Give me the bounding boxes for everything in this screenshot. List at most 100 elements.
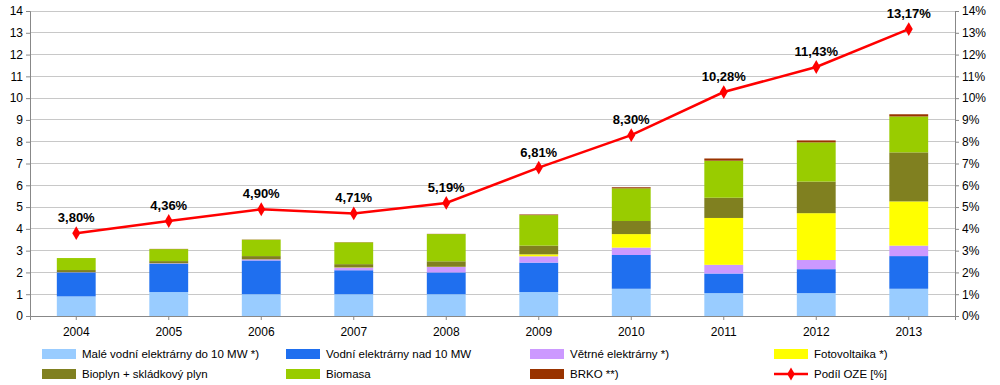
legend-label: Fotovoltaika *) (814, 348, 888, 360)
marker (165, 214, 173, 228)
data-label: 8,30% (613, 112, 650, 127)
bar (612, 248, 651, 255)
tick: 4 (16, 222, 30, 236)
tick: 8 (16, 135, 30, 149)
legend-label: Vodní elektrárny nad 10 MW (326, 348, 471, 360)
tick: 2004 (63, 316, 90, 339)
grid-line (30, 141, 955, 142)
tick-mark (955, 164, 959, 165)
tick-mark (955, 251, 959, 252)
tick: 10% (955, 91, 986, 105)
bar (427, 234, 466, 261)
grid-line (30, 11, 955, 12)
data-label: 5,19% (428, 180, 465, 195)
tick-mark (26, 98, 30, 99)
tick-mark (26, 229, 30, 230)
tick-mark (26, 76, 30, 77)
legend-swatch (530, 349, 564, 359)
axis-line (956, 12, 960, 317)
bar (612, 289, 651, 316)
tick: 2009 (525, 316, 552, 339)
bar (519, 292, 558, 316)
tick: 2011 (711, 316, 737, 339)
tick-mark (26, 185, 30, 186)
tick: 13% (955, 26, 986, 40)
data-label: 4,36% (150, 198, 187, 213)
legend-item: Malé vodní elektrárny do 10 MW *) (42, 348, 259, 360)
bar (889, 289, 928, 316)
bar (334, 242, 373, 264)
tick-mark (908, 316, 909, 320)
x-axis: 2004200520062007200820092010201120122013 (31, 316, 956, 339)
bar (519, 214, 558, 216)
bar (519, 256, 558, 262)
tick-label: 14 (10, 4, 24, 18)
bar (889, 116, 928, 152)
tick-label: 8% (962, 135, 980, 149)
tick-label: 14% (962, 4, 986, 18)
legend-item: Biomasa (286, 368, 371, 380)
bar (242, 259, 281, 260)
legend-swatch (286, 369, 320, 379)
tick-label: 11% (962, 70, 985, 84)
tick: 1% (955, 288, 980, 302)
tick-label: 9% (962, 113, 980, 127)
tick-mark (631, 316, 632, 320)
tick: 3% (955, 244, 980, 258)
y-axis: 01234567891011121314 (10, 4, 31, 323)
tick-mark (816, 316, 817, 320)
tick-mark (955, 229, 959, 230)
tick: 0 (16, 309, 30, 323)
marker (720, 85, 728, 99)
bar (797, 142, 836, 181)
tick: 2010 (618, 316, 645, 339)
bar-series (57, 255, 928, 296)
legend-label: Biomasa (326, 368, 371, 380)
tick-mark (26, 120, 30, 121)
tick-label: 6% (962, 179, 980, 193)
bar (889, 256, 928, 289)
tick: 11% (955, 70, 985, 84)
bar (519, 263, 558, 292)
tick-mark (955, 294, 959, 295)
bar (242, 260, 281, 294)
tick-label: 2006 (248, 325, 275, 339)
bar-series (149, 114, 928, 249)
tick-label: 2010 (618, 325, 645, 339)
bar (889, 114, 928, 116)
tick-label: 9 (16, 113, 23, 127)
tick-label: 11 (11, 70, 24, 84)
legend-item: Podíl OZE [%] (774, 367, 887, 380)
tick: 2006 (248, 316, 275, 339)
grid-line (30, 119, 955, 120)
tick: 2% (955, 266, 980, 280)
legend-item: Fotovoltaika *) (774, 348, 888, 360)
tick: 6 (16, 179, 30, 193)
legend-item: Větrné elektrárny *) (530, 348, 669, 360)
tick-label: 2005 (155, 325, 182, 339)
tick-mark (955, 98, 959, 99)
line (76, 29, 909, 233)
tick-mark (446, 316, 447, 320)
tick: 7% (955, 157, 980, 171)
tick-mark (26, 294, 30, 295)
bar (797, 260, 836, 269)
tick-mark (26, 207, 30, 208)
tick-label: 2013 (895, 325, 922, 339)
tick-label: 2004 (63, 325, 90, 339)
tick-label: 10 (10, 91, 24, 105)
tick-mark (26, 142, 30, 143)
bar (427, 233, 466, 234)
tick-label: 2009 (525, 325, 552, 339)
legend-swatch (774, 349, 808, 359)
legend-item: Bioplyn + skládkový plyn (42, 368, 208, 380)
bar (427, 261, 466, 266)
legend-label: BRKO **) (570, 368, 619, 380)
bar (612, 234, 651, 248)
tick: 4% (955, 222, 980, 236)
tick: 11 (11, 70, 30, 84)
grid-line (30, 76, 955, 77)
tick: 5 (16, 200, 30, 214)
data-labels: 3,80%4,36%4,90%4,71%5,19%6,81%8,30%10,28… (58, 6, 931, 225)
marker (535, 161, 543, 175)
